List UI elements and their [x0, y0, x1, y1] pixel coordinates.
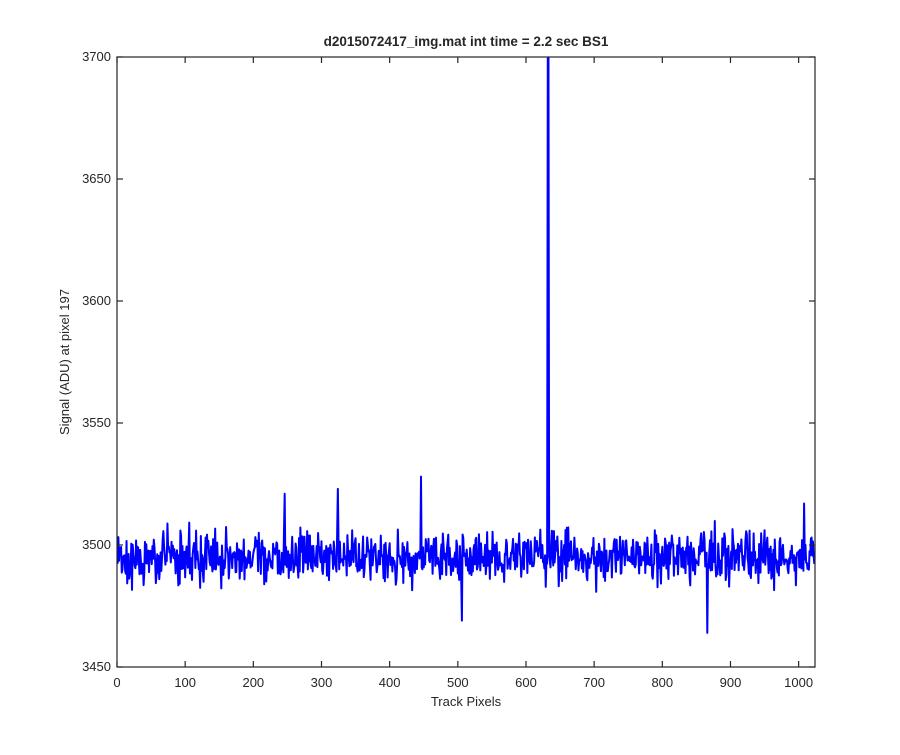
y-tick-label: 3600 — [82, 293, 111, 308]
x-tick-label: 500 — [447, 675, 469, 690]
y-tick-label: 3650 — [82, 171, 111, 186]
x-tick-label: 400 — [379, 675, 401, 690]
x-tick-label: 0 — [113, 675, 120, 690]
y-tick-label: 3550 — [82, 415, 111, 430]
y-tick-label: 3700 — [82, 49, 111, 64]
y-tick-label: 3450 — [82, 659, 111, 674]
x-tick-label: 300 — [311, 675, 333, 690]
x-tick-label: 100 — [174, 675, 196, 690]
x-tick-label: 800 — [651, 675, 673, 690]
series-line — [117, 57, 815, 634]
y-axis: 3450 3500 3550 3600 3650 3700 — [82, 49, 815, 674]
plot-frame — [116, 56, 816, 668]
x-tick-label: 900 — [720, 675, 742, 690]
data-layer — [117, 57, 815, 634]
x-tick-label: 200 — [242, 675, 264, 690]
chart-title: d2015072417_img.mat int time = 2.2 sec B… — [324, 34, 609, 49]
x-tick-label: 1000 — [784, 675, 813, 690]
x-axis-label: Track Pixels — [431, 694, 502, 709]
x-tick-label: 600 — [515, 675, 537, 690]
x-axis: 0 100 200 300 400 500 600 700 800 900 1000 — [113, 57, 813, 690]
x-tick-label: 700 — [583, 675, 605, 690]
y-tick-label: 3500 — [82, 537, 111, 552]
y-axis-label: Signal (ADU) at pixel 197 — [57, 289, 72, 435]
